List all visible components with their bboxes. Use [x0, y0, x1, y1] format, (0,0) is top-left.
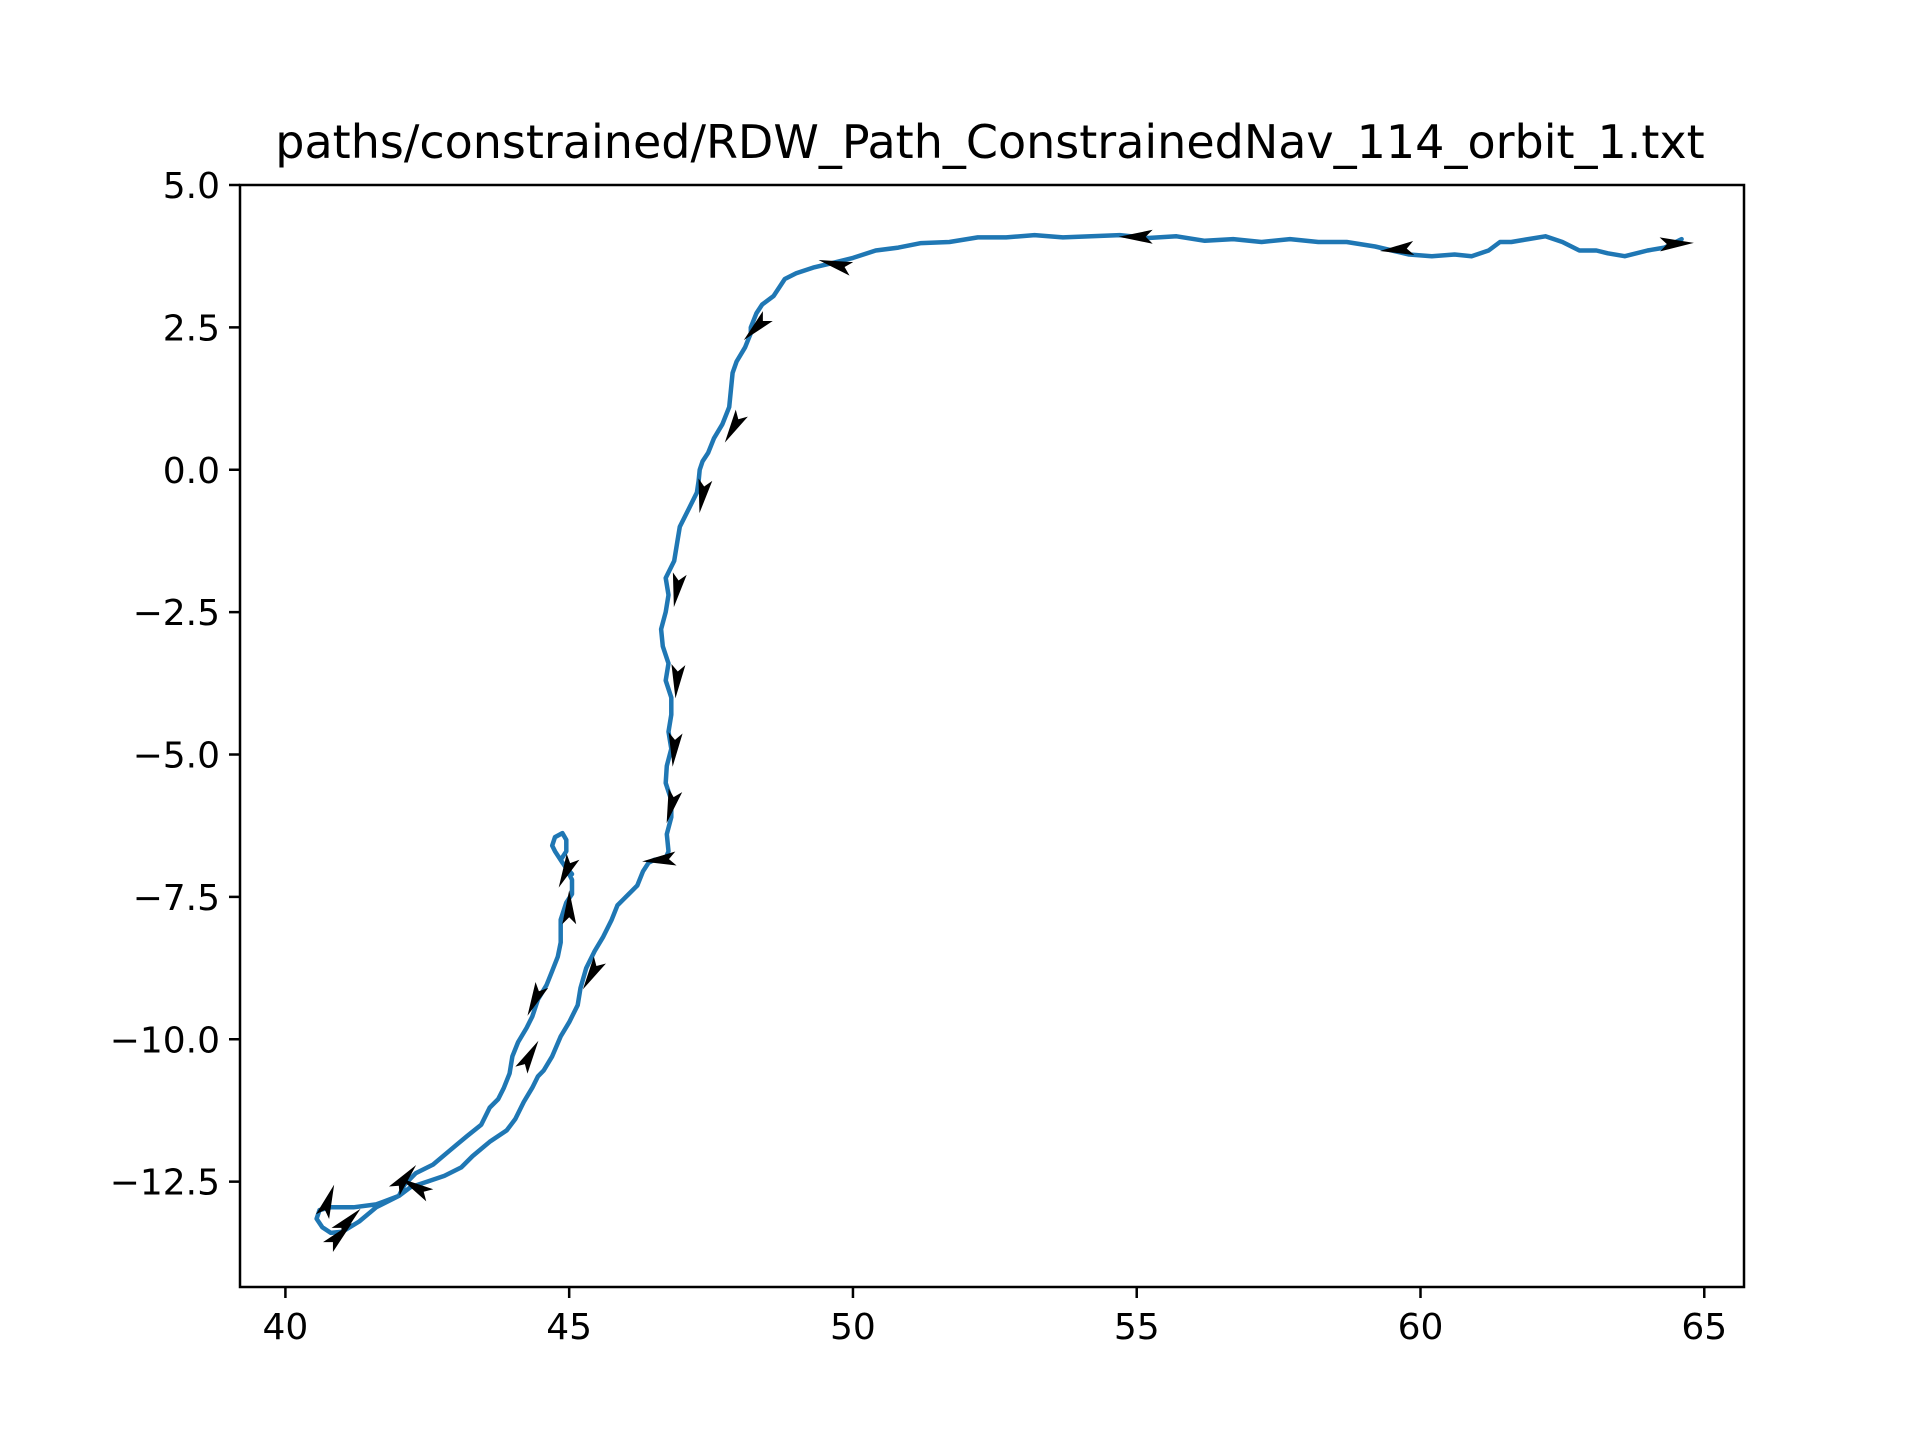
direction-arrow — [818, 260, 854, 276]
direction-arrow — [323, 1222, 353, 1252]
y-tick-label: 5.0 — [163, 166, 220, 207]
direction-arrow — [668, 732, 683, 767]
path-line — [314, 232, 1684, 1236]
y-tick-label: −5.0 — [133, 736, 220, 777]
x-tick-label: 55 — [1114, 1307, 1160, 1348]
direction-arrow — [527, 981, 549, 1016]
x-axis: 40 45 50 55 60 65 — [262, 1287, 1727, 1348]
y-tick-label: 0.0 — [163, 451, 220, 492]
plot-frame — [238, 183, 1746, 1289]
y-tick-label: −2.5 — [133, 593, 220, 634]
direction-arrow — [582, 956, 606, 990]
x-tick-label: 45 — [546, 1307, 592, 1348]
x-tick-label: 40 — [262, 1307, 308, 1348]
x-tick-label: 50 — [830, 1307, 876, 1348]
chart-title: paths/constrained/RDW_Path_ConstrainedNa… — [275, 115, 1704, 169]
direction-arrow — [672, 572, 687, 608]
direction-arrow — [331, 1208, 361, 1238]
direction-arrow — [642, 851, 677, 866]
y-tick-label: −7.5 — [133, 878, 220, 919]
direction-arrow — [1659, 237, 1694, 252]
direction-arrow — [400, 1178, 434, 1202]
direction-arrow — [698, 478, 713, 514]
direction-arrow — [671, 663, 686, 699]
direction-arrow — [388, 1165, 417, 1196]
direction-arrow — [743, 311, 773, 341]
y-tick-label: 2.5 — [163, 308, 220, 349]
direction-arrow — [724, 409, 748, 443]
direction-arrow — [1379, 241, 1415, 255]
x-tick-label: 60 — [1398, 1307, 1444, 1348]
x-tick-label: 65 — [1681, 1307, 1727, 1348]
plot-area — [314, 229, 1694, 1252]
direction-arrow — [666, 788, 683, 824]
direction-arrow — [315, 1184, 335, 1220]
y-axis: 5.0 2.5 0.0 −2.5 −5.0 −7.5 −10.0 −12.5 — [110, 166, 240, 1204]
y-tick-label: −10.0 — [110, 1020, 220, 1061]
direction-arrow — [562, 890, 577, 925]
direction-arrow — [558, 853, 580, 888]
y-tick-label: −12.5 — [110, 1163, 220, 1204]
direction-arrow — [515, 1040, 539, 1074]
direction-arrow — [1118, 229, 1153, 244]
